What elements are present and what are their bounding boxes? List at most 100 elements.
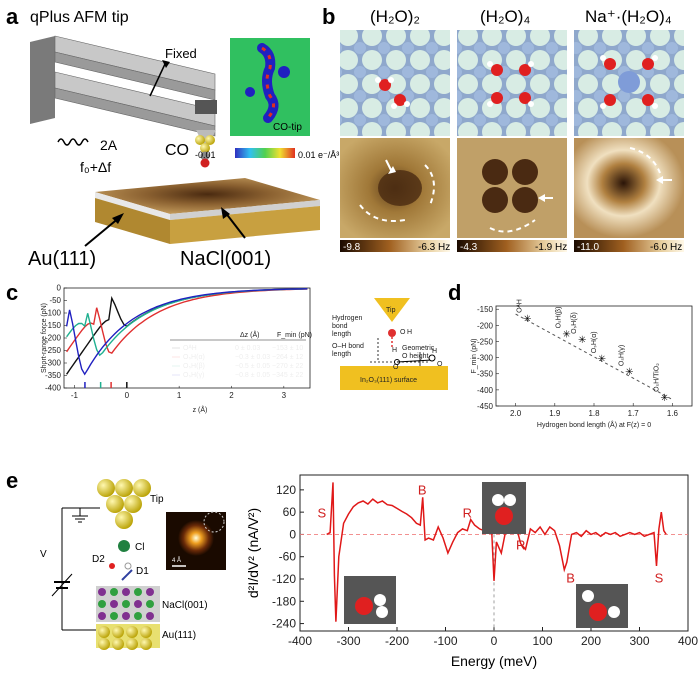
legend-col-fmin: F_min (pN)	[277, 332, 312, 339]
iets-spectrum-line	[326, 482, 667, 622]
scatter-point: ✳	[598, 354, 606, 365]
scatter-point: ✳	[523, 314, 531, 325]
force-ytick-label: -150	[45, 321, 62, 330]
co-tip-map-label: CO-tip	[273, 122, 302, 133]
force-ytick-label: -350	[45, 371, 62, 380]
b-title-3: Na⁺·(H₂O)₄	[585, 7, 672, 26]
scatter-point-label: OᴬH	[515, 299, 523, 313]
schematic-geo-1: Geometric	[402, 345, 435, 352]
schematic-o-right: O	[437, 361, 443, 368]
substrate-drawing	[95, 178, 320, 244]
panel-e-label: e	[6, 468, 18, 493]
iets-xtick-label: 300	[629, 634, 649, 648]
scatter-xtick-label: 1.7	[628, 409, 640, 418]
scatter-xlabel: Hydrogen bond length (Å) at F(z) = 0	[537, 420, 651, 429]
water-molecules	[375, 55, 658, 109]
nacl-label: NaCl(001)	[180, 248, 271, 270]
b-title-2: (H₂O)₄	[480, 7, 530, 26]
scatter-point-label: OₛH(γ)	[618, 345, 625, 366]
scatter-point-label: OₛH(β)	[556, 307, 563, 329]
au-arrow	[84, 216, 121, 247]
schematic-h-mid: H	[392, 347, 397, 354]
co-tip-map	[230, 38, 310, 136]
d1-label: D1	[136, 566, 149, 577]
qplus-title: qPlus AFM tip	[30, 9, 129, 26]
scatter-xtick-label: 1.8	[588, 409, 600, 418]
force-ytick-label: -300	[45, 359, 62, 368]
iets-xtick-label: -200	[385, 634, 409, 648]
force-ytick-label: -400	[45, 384, 62, 393]
afm-image-na-water	[574, 138, 684, 238]
iets-xtick-label: 100	[532, 634, 552, 648]
scatter-ytick-label: -150	[477, 305, 494, 314]
iets-xtick-label: 0	[491, 634, 498, 648]
amplitude-label: 2A	[100, 137, 118, 153]
force-xlabel: z (Å)	[193, 405, 208, 414]
schematic-o-bottom: O	[393, 364, 399, 371]
force-ytick-label: -50	[49, 296, 61, 305]
colorbar-dimer	[340, 240, 450, 252]
stm-scale-label: 4 Å	[172, 557, 181, 564]
nacl-arrow	[224, 211, 246, 239]
au-label-e: Au(111)	[162, 630, 196, 641]
scatter-ytick-label: -300	[477, 354, 494, 363]
iets-peak-label: S	[655, 571, 664, 586]
iets-xtick-label: 200	[581, 634, 601, 648]
scatter-ylabel: F_min (pN)	[471, 338, 478, 373]
tip-schematic	[340, 298, 448, 390]
force-ytick-label: -200	[45, 334, 62, 343]
scatter-trendline	[515, 313, 673, 400]
force-ytick-label: 0	[57, 284, 62, 293]
force-ytick-label: -250	[45, 346, 62, 355]
iets-peak-label: S	[317, 506, 326, 521]
schematic-h-top: H	[407, 329, 412, 336]
colorbar-na-water	[574, 240, 684, 252]
scatter-point-label: OₛH/TiO₂	[654, 363, 661, 392]
cb1-max: -6.3 Hz	[418, 242, 450, 253]
nacl-layers	[96, 586, 160, 622]
iets-xlabel: Energy (meV)	[451, 653, 537, 669]
charge-colorbar	[235, 148, 295, 158]
panel-a-label: a	[6, 4, 19, 29]
au-layers	[96, 624, 160, 650]
iets-ytick-label: -180	[272, 594, 296, 608]
cl-label: Cl	[135, 542, 144, 553]
qplus-sensor-drawing	[30, 35, 217, 137]
force-curve-series	[65, 288, 308, 376]
iets-xtick-label: -300	[336, 634, 360, 648]
force-xtick-label: -1	[71, 391, 79, 400]
scatter-ytick-label: -350	[477, 370, 494, 379]
iets-peak-label: B	[418, 483, 427, 498]
schematic-hb-1: Hydrogen	[332, 315, 362, 322]
fmin-scatter-chart: -150 -200 -250 -300 -350 -400 -450 2.0 1.9 1.8 1.7…	[477, 299, 693, 418]
iets-xtick-label: -100	[433, 634, 457, 648]
iets-ytick-label: 0	[289, 527, 296, 541]
scatter-xtick-label: 2.0	[510, 409, 522, 418]
cb1-min: -9.8	[343, 242, 361, 253]
schematic-oh-1: O–H bond	[332, 343, 364, 350]
schematic-hb-3: length	[332, 331, 351, 338]
cb3-max: -6.0 Hz	[650, 242, 682, 253]
legend-col-dz: Δz (Å)	[240, 330, 259, 339]
spring-symbol	[57, 138, 89, 146]
iets-peak-label: R	[463, 506, 472, 521]
force-legend: Δz (Å) F_min (pN)	[168, 328, 312, 386]
schematic-o: O	[400, 329, 406, 336]
iets-peak-label: B	[566, 571, 575, 586]
iets-xtick-label: 400	[678, 634, 698, 648]
scatter-point: ✳	[660, 393, 668, 404]
scatter-ytick-label: -400	[477, 386, 494, 395]
iets-peak-label: R	[516, 537, 525, 552]
iets-ytick-label: 120	[276, 483, 296, 497]
schematic-geo-2: O height	[402, 353, 429, 360]
force-ytick-label: -100	[45, 309, 62, 318]
afm-features	[359, 147, 672, 233]
b-title-1: (H₂O)₂	[370, 7, 420, 26]
scatter-point-label: OₛH(δ)	[571, 312, 578, 334]
fixed-label: Fixed	[165, 46, 197, 61]
scatter-point: ✳	[625, 367, 633, 378]
scatter-xtick-label: 1.6	[667, 409, 679, 418]
force-xtick-label: 1	[177, 391, 182, 400]
